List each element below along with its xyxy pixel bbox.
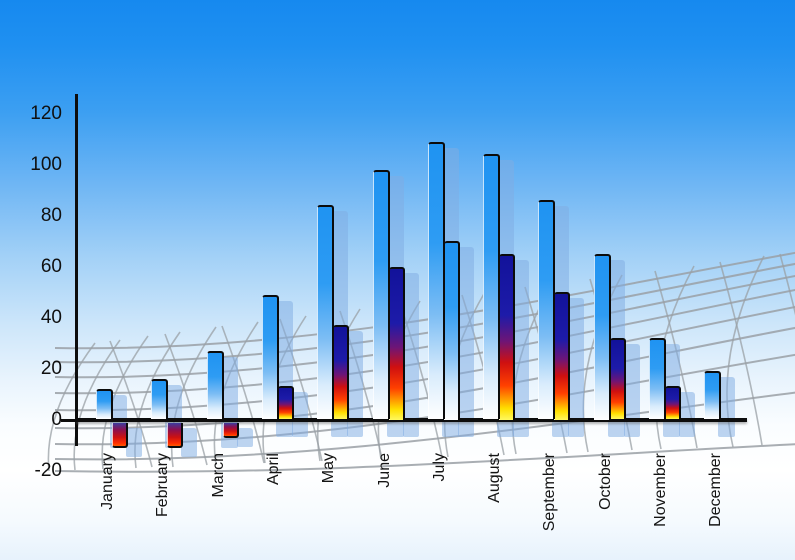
y-label-100: 100 (30, 153, 62, 175)
y-label-120: 120 (30, 102, 62, 124)
bar-november-primary (649, 337, 666, 420)
bar-january-secondary (112, 422, 128, 448)
x-label-june: June (375, 453, 393, 488)
bar-march-primary (206, 350, 224, 420)
y-label--20: -20 (34, 459, 62, 481)
bar-april-primary (261, 294, 279, 420)
x-axis-baseline (76, 418, 747, 422)
bar-march-secondary (222, 422, 239, 438)
bar-october-primary (593, 253, 611, 420)
zero-tick (61, 419, 76, 422)
y-label-60: 60 (40, 255, 62, 277)
x-label-march: March (209, 453, 227, 498)
x-label-august: August (486, 453, 504, 503)
bar-february-secondary (167, 422, 184, 448)
bar-january-primary (96, 388, 113, 420)
echo-june-secondary (402, 272, 419, 437)
x-label-november: November (652, 453, 669, 527)
echo-november-secondary (679, 392, 695, 437)
x-label-may: May (320, 453, 338, 484)
x-label-january: January (99, 453, 116, 510)
bar-june-secondary (388, 266, 405, 420)
x-label-september: September (541, 453, 559, 532)
echo-january-secondary (126, 427, 142, 457)
y-label-0: 0 (51, 408, 62, 430)
echo-february-secondary (181, 427, 198, 457)
bar-july-secondary (443, 241, 460, 420)
bar-may-primary (317, 205, 335, 420)
echo-march-secondary (236, 427, 253, 447)
x-label-february: February (154, 453, 172, 518)
echo-april-secondary (291, 392, 308, 437)
bar-february-primary (151, 378, 169, 420)
bar-october-secondary (609, 337, 626, 420)
y-axis-line (75, 94, 78, 446)
bar-august-secondary (499, 253, 516, 420)
bar-august-primary (483, 154, 501, 420)
y-label-40: 40 (40, 306, 62, 328)
y-label-20: 20 (40, 357, 62, 379)
y-label-80: 80 (40, 204, 62, 226)
x-label-july: July (430, 453, 448, 482)
x-label-april: April (264, 453, 282, 486)
bar-may-secondary (333, 325, 350, 420)
bar-december-primary (704, 371, 722, 420)
echo-october-secondary (623, 343, 640, 437)
bar-september-primary (538, 200, 556, 420)
echo-july-secondary (457, 247, 474, 437)
x-label-december: December (707, 453, 725, 527)
echo-august-secondary (513, 259, 530, 437)
bar-november-secondary (665, 386, 681, 420)
bar-june-primary (372, 169, 390, 420)
x-label-october: October (596, 453, 614, 510)
echo-september-secondary (568, 298, 585, 437)
bar-july-primary (427, 141, 445, 420)
bar-april-secondary (277, 386, 294, 420)
bar-september-secondary (554, 292, 571, 420)
